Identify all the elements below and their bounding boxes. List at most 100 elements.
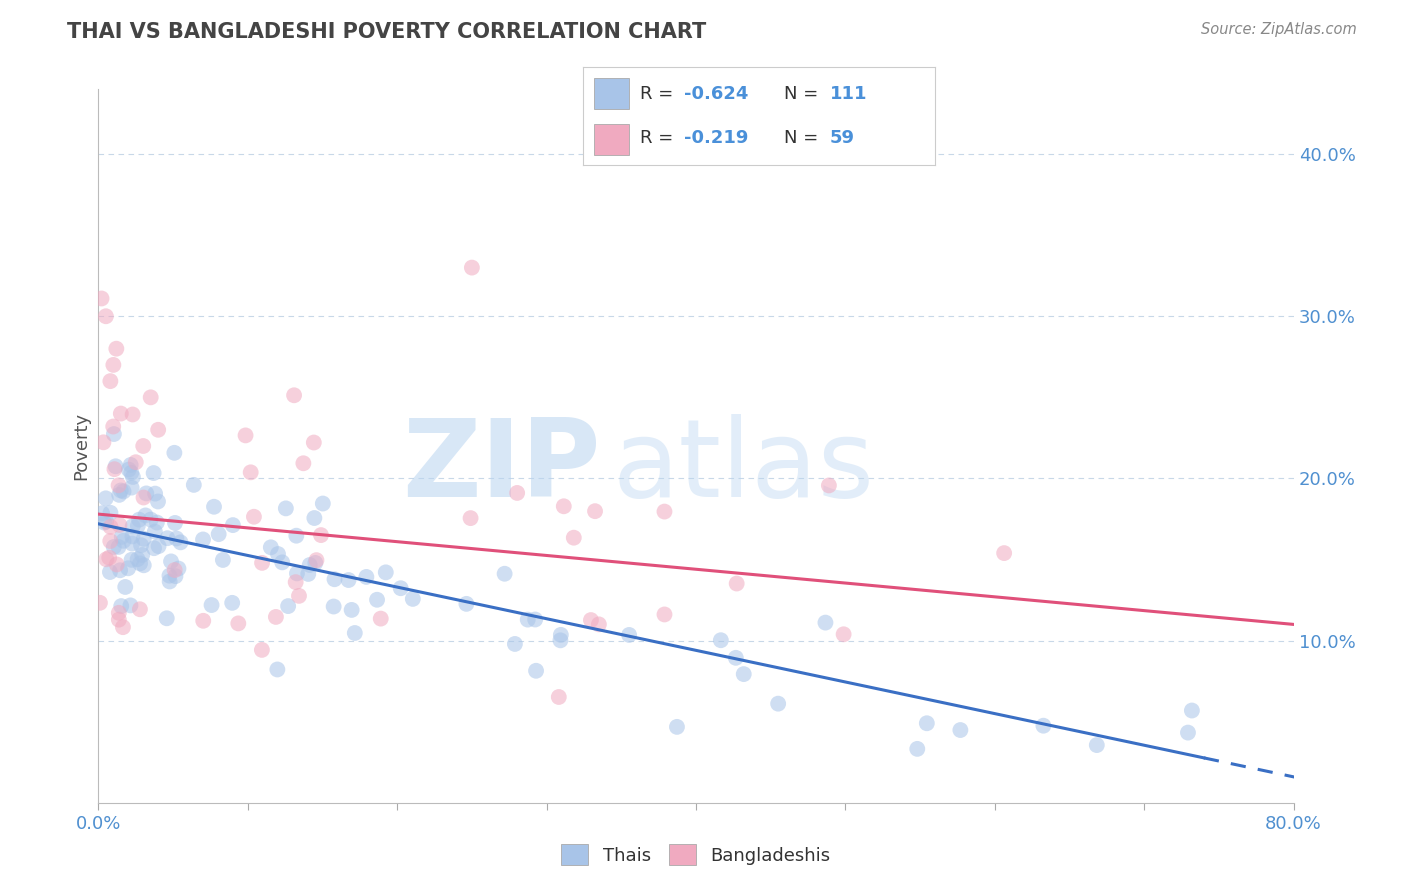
Point (159, 568, 181, 582)
Point (134, 508, 156, 523)
Point (271, 555, 294, 569)
Point (165, 569, 187, 583)
Text: atlas: atlas (613, 415, 875, 520)
Point (208, 527, 231, 541)
Point (100, 520, 122, 534)
Point (98, 374, 122, 388)
Point (461, 260, 484, 275)
Point (129, 557, 152, 571)
Point (108, 517, 131, 532)
Point (132, 558, 155, 573)
Point (89, 596, 111, 610)
Point (283, 388, 305, 402)
Point (524, 613, 547, 627)
Point (665, 720, 688, 734)
Point (146, 494, 169, 508)
Point (163, 516, 186, 530)
Point (169, 535, 191, 549)
Point (146, 516, 169, 530)
Point (163, 563, 186, 577)
Point (108, 613, 131, 627)
Point (562, 531, 585, 545)
Point (191, 533, 214, 547)
Point (553, 500, 575, 514)
Point (710, 633, 733, 648)
Point (456, 597, 478, 611)
Point (148, 423, 170, 437)
Point (323, 572, 346, 586)
Point (107, 540, 129, 554)
Point (202, 500, 225, 514)
Point (105, 558, 128, 572)
Point (107, 478, 129, 492)
Point (285, 566, 308, 581)
Point (93, 516, 115, 530)
Point (108, 606, 131, 620)
Text: Source: ZipAtlas.com: Source: ZipAtlas.com (1201, 22, 1357, 37)
Point (110, 407, 132, 421)
Point (617, 628, 640, 642)
Point (112, 533, 135, 548)
Point (163, 446, 186, 460)
Point (949, 723, 972, 737)
Point (121, 529, 143, 543)
Point (818, 478, 841, 492)
Point (340, 603, 363, 617)
Point (250, 556, 273, 570)
Point (94, 515, 117, 529)
Point (94, 310, 117, 324)
Point (129, 538, 152, 552)
Point (309, 528, 332, 542)
Point (322, 599, 344, 614)
Point (103, 427, 125, 442)
Point (132, 439, 155, 453)
Point (108, 563, 131, 577)
Point (725, 576, 748, 591)
Point (98, 550, 121, 565)
Point (1177, 725, 1199, 739)
Point (389, 581, 412, 595)
Point (105, 342, 128, 356)
Point (583, 504, 606, 518)
Point (733, 667, 755, 681)
Point (94, 491, 117, 506)
Point (121, 408, 143, 422)
Bar (593, 78, 630, 109)
Point (165, 532, 187, 546)
Point (222, 518, 245, 533)
Point (506, 486, 529, 500)
Text: 59: 59 (830, 128, 855, 146)
Point (524, 664, 547, 678)
Point (120, 466, 142, 480)
Point (305, 553, 328, 567)
Point (264, 610, 287, 624)
Point (103, 540, 125, 554)
Text: -0.219: -0.219 (683, 128, 748, 146)
Point (1085, 738, 1108, 752)
Point (250, 643, 273, 657)
Point (298, 558, 321, 572)
Text: ZIP: ZIP (402, 415, 600, 520)
Point (120, 599, 142, 613)
Point (312, 496, 335, 510)
Point (90, 292, 112, 306)
Text: N =: N = (785, 128, 824, 146)
Point (494, 566, 516, 581)
Point (547, 690, 569, 704)
Point (588, 617, 610, 632)
Point (111, 530, 134, 544)
Point (121, 553, 143, 567)
Point (374, 566, 396, 580)
Point (159, 574, 181, 589)
Point (143, 524, 166, 539)
Text: 111: 111 (830, 86, 868, 103)
Point (93, 435, 115, 450)
Point (1181, 704, 1204, 718)
Point (460, 511, 482, 525)
Point (143, 486, 166, 500)
Text: -0.624: -0.624 (683, 86, 748, 103)
Point (284, 575, 307, 590)
Point (366, 592, 388, 607)
Point (121, 481, 143, 495)
Point (550, 633, 572, 648)
